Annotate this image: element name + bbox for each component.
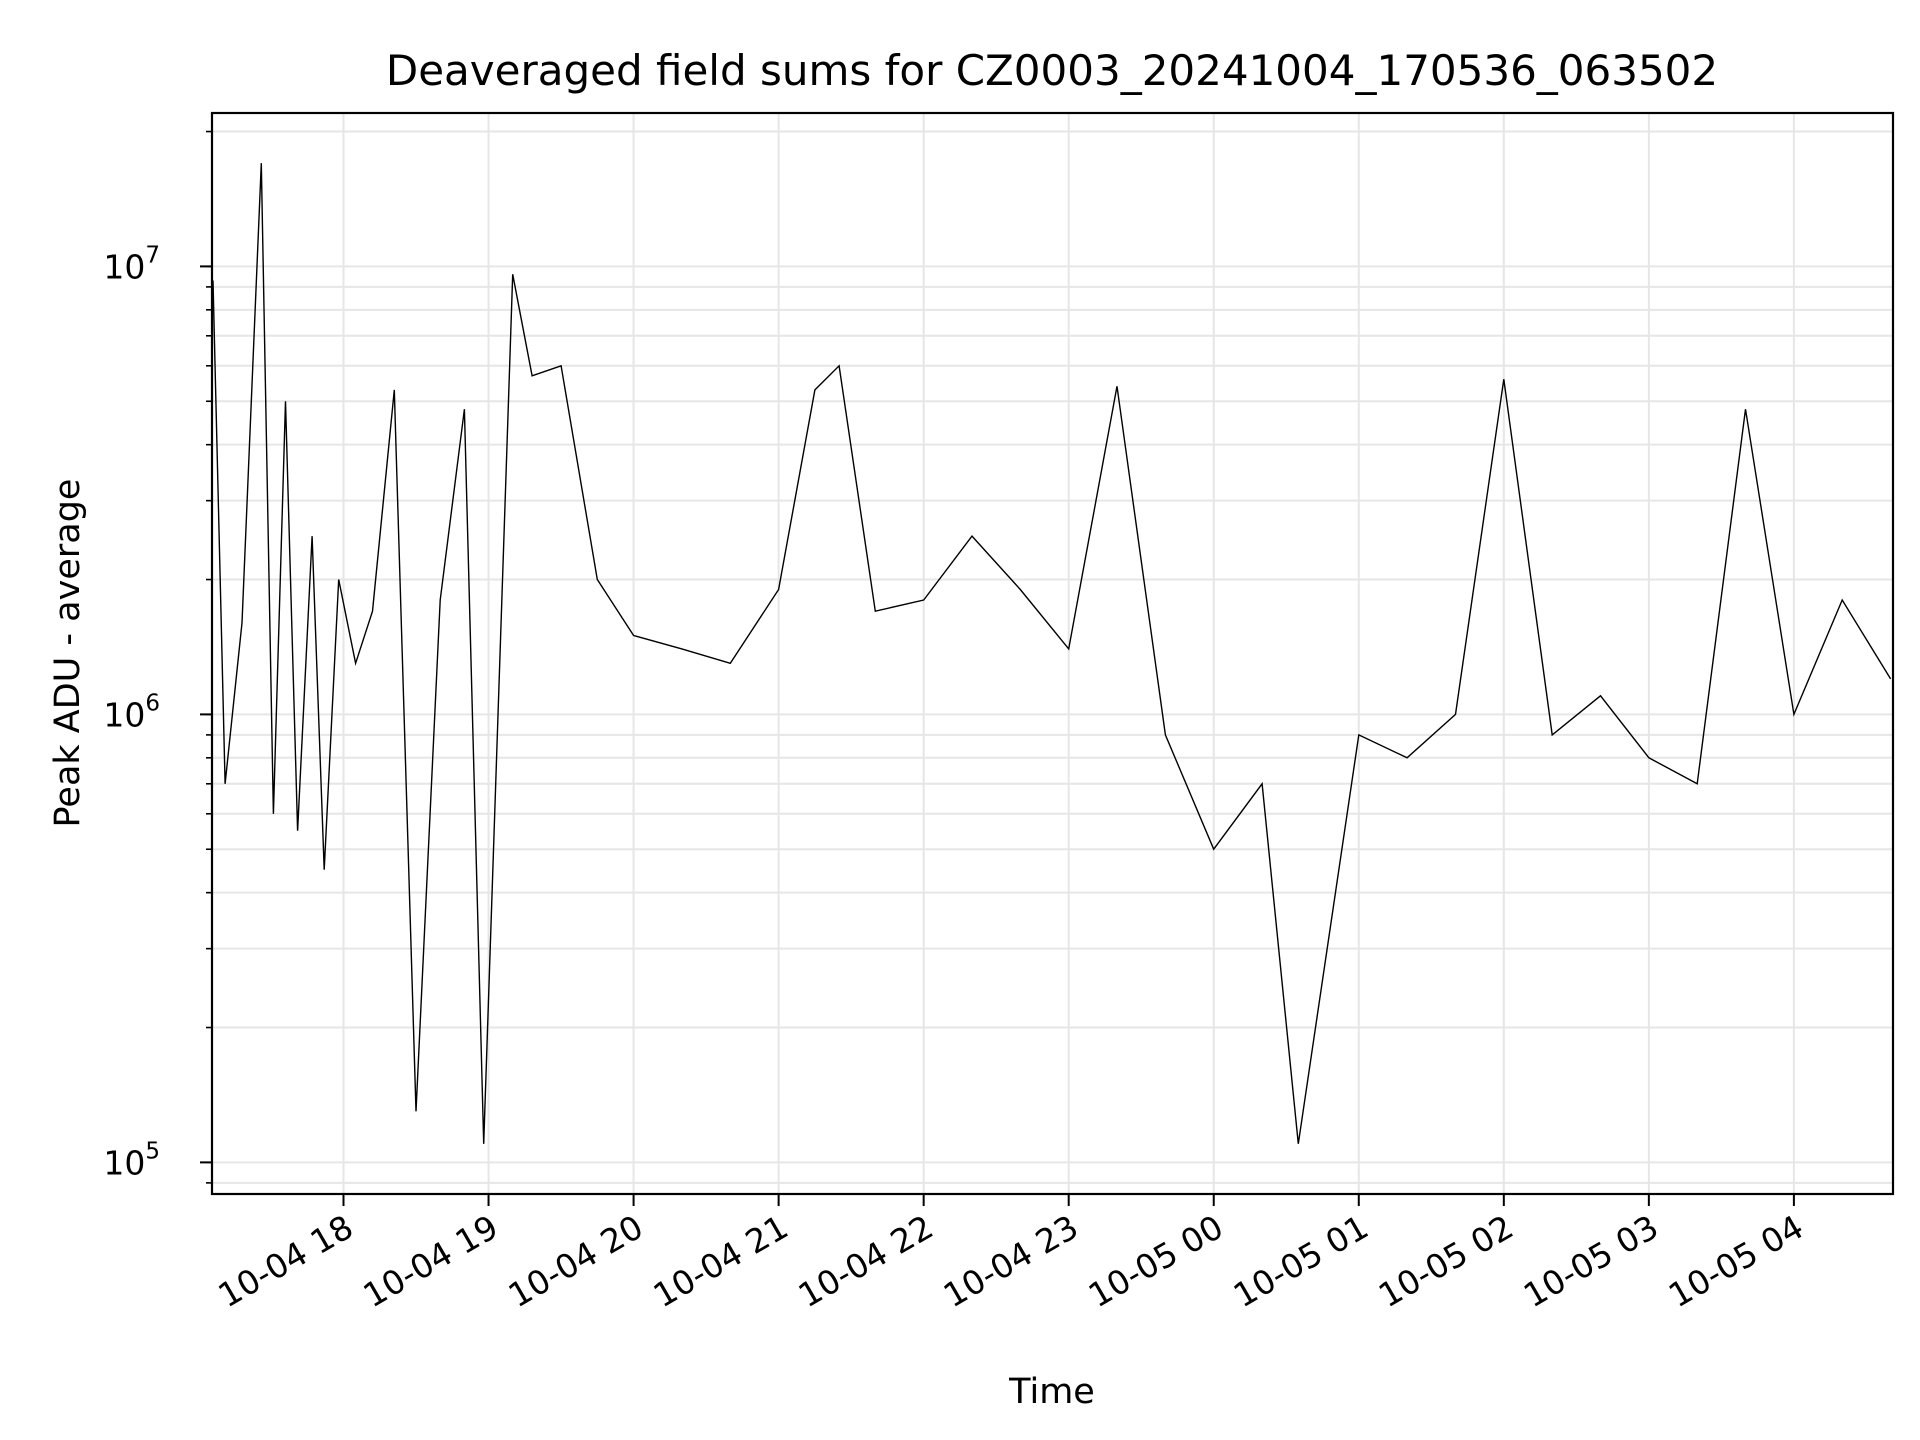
x-axis-label: Time (1008, 1372, 1095, 1412)
y-tick-label: 106 (103, 690, 160, 734)
y-axis: 105 106 107 (103, 130, 212, 1184)
y-axis-label: Peak ADU - average (48, 479, 88, 828)
y-tick-label: 105 (103, 1138, 160, 1182)
y-tick-label: 107 (103, 242, 160, 286)
chart-title: Deaveraged field sums for CZ0003_2024100… (386, 46, 1718, 95)
plot-frame (210, 111, 1895, 1196)
series-line (212, 163, 1892, 1144)
grid-lines (212, 113, 1893, 1194)
data-series-line (212, 163, 1892, 1144)
